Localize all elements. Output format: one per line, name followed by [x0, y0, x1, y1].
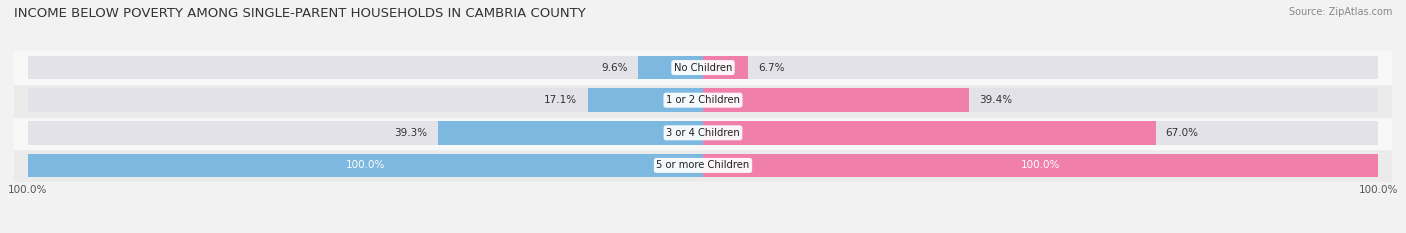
Bar [28, 56, 703, 79]
Text: 39.3%: 39.3% [394, 128, 427, 138]
Bar [14, 149, 1392, 182]
Text: 100.0%: 100.0% [1021, 161, 1060, 170]
Bar [703, 89, 969, 112]
Bar [703, 154, 1378, 177]
Bar [703, 154, 1378, 177]
Text: 6.7%: 6.7% [758, 63, 785, 72]
Bar [28, 154, 703, 177]
Text: 39.4%: 39.4% [979, 95, 1012, 105]
Bar [28, 154, 703, 177]
Text: 9.6%: 9.6% [602, 63, 628, 72]
Bar [28, 121, 703, 144]
Bar [14, 84, 1392, 116]
Bar [703, 56, 1378, 79]
Text: No Children: No Children [673, 63, 733, 72]
Bar [703, 121, 1378, 144]
Bar [638, 56, 703, 79]
Text: 3 or 4 Children: 3 or 4 Children [666, 128, 740, 138]
Text: 67.0%: 67.0% [1166, 128, 1199, 138]
Legend: Single Father, Single Mother: Single Father, Single Mother [609, 230, 797, 233]
Bar [437, 121, 703, 144]
Bar [14, 116, 1392, 149]
Bar [703, 89, 1378, 112]
Bar [588, 89, 703, 112]
Text: 1 or 2 Children: 1 or 2 Children [666, 95, 740, 105]
Text: Source: ZipAtlas.com: Source: ZipAtlas.com [1288, 7, 1392, 17]
Text: 100.0%: 100.0% [346, 161, 385, 170]
Bar [703, 56, 748, 79]
Bar [28, 89, 703, 112]
Bar [14, 51, 1392, 84]
Text: 17.1%: 17.1% [544, 95, 578, 105]
Text: 5 or more Children: 5 or more Children [657, 161, 749, 170]
Text: INCOME BELOW POVERTY AMONG SINGLE-PARENT HOUSEHOLDS IN CAMBRIA COUNTY: INCOME BELOW POVERTY AMONG SINGLE-PARENT… [14, 7, 586, 20]
Bar [703, 121, 1156, 144]
